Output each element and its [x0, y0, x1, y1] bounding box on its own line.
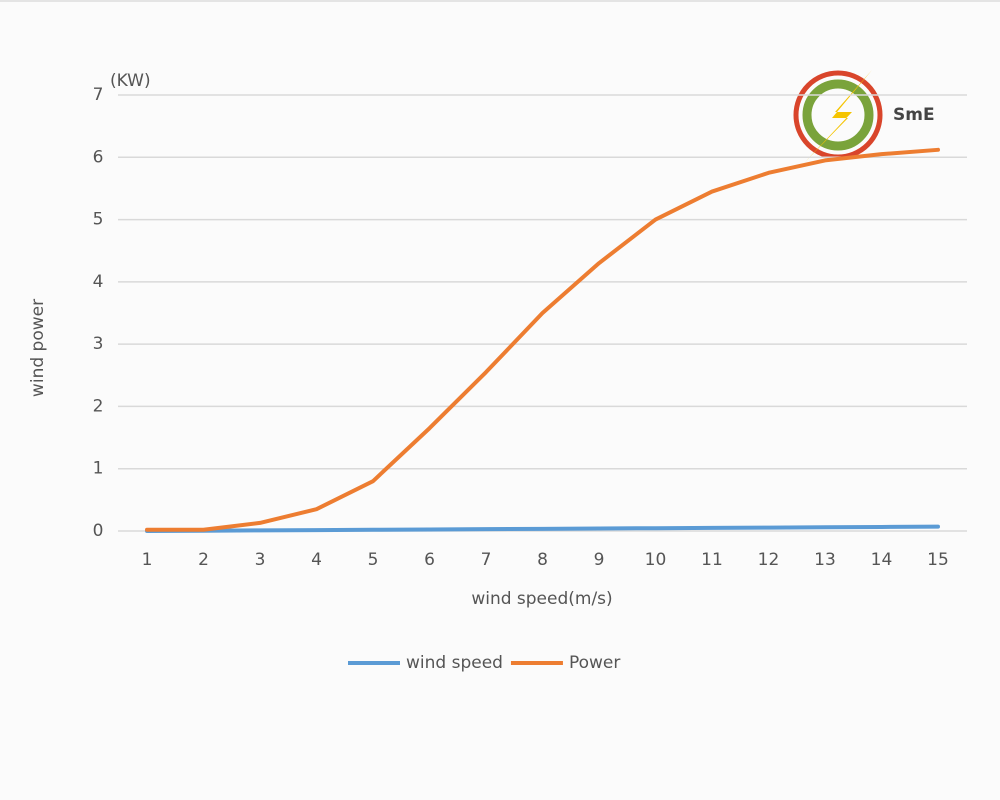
x-tick-label: 5 — [368, 550, 379, 570]
y-tick-label: 5 — [93, 210, 104, 230]
x-tick-label: 1 — [142, 550, 153, 570]
x-tick-label: 12 — [758, 550, 780, 570]
legend-label: Power — [569, 653, 620, 673]
y-tick-label: 2 — [93, 396, 104, 416]
x-tick-label: 4 — [311, 550, 322, 570]
line-series — [145, 147, 940, 532]
x-tick-label: 11 — [701, 550, 723, 570]
x-tick-label: 14 — [871, 550, 893, 570]
logo-text: SmE — [893, 105, 935, 125]
y-tick-label: 7 — [93, 85, 104, 105]
logo-inner-ring — [802, 79, 874, 151]
x-tick-label: 10 — [645, 550, 667, 570]
y-tick-label: 0 — [93, 521, 104, 541]
y-tick-label: 4 — [93, 272, 104, 292]
x-tick-label: 13 — [814, 550, 836, 570]
y-tick-label: 1 — [93, 459, 104, 479]
x-tick-label: 8 — [537, 550, 548, 570]
y-unit: (KW) — [110, 71, 151, 91]
x-tick-label: 15 — [927, 550, 949, 570]
logo-bolt — [805, 70, 872, 162]
y-tick-label: 6 — [93, 147, 104, 167]
legend-label: wind speed — [406, 653, 503, 673]
x-tick-label: 2 — [198, 550, 209, 570]
x-axis-title: wind speed(m/s) — [471, 589, 612, 609]
line-series — [145, 524, 940, 533]
x-tick-label: 3 — [255, 550, 266, 570]
x-tick-label: 7 — [481, 550, 492, 570]
x-tick-label: 6 — [424, 550, 435, 570]
y-tick-label: 3 — [93, 334, 104, 354]
x-tick-label: 9 — [594, 550, 605, 570]
y-axis-title: wind power — [28, 299, 48, 397]
